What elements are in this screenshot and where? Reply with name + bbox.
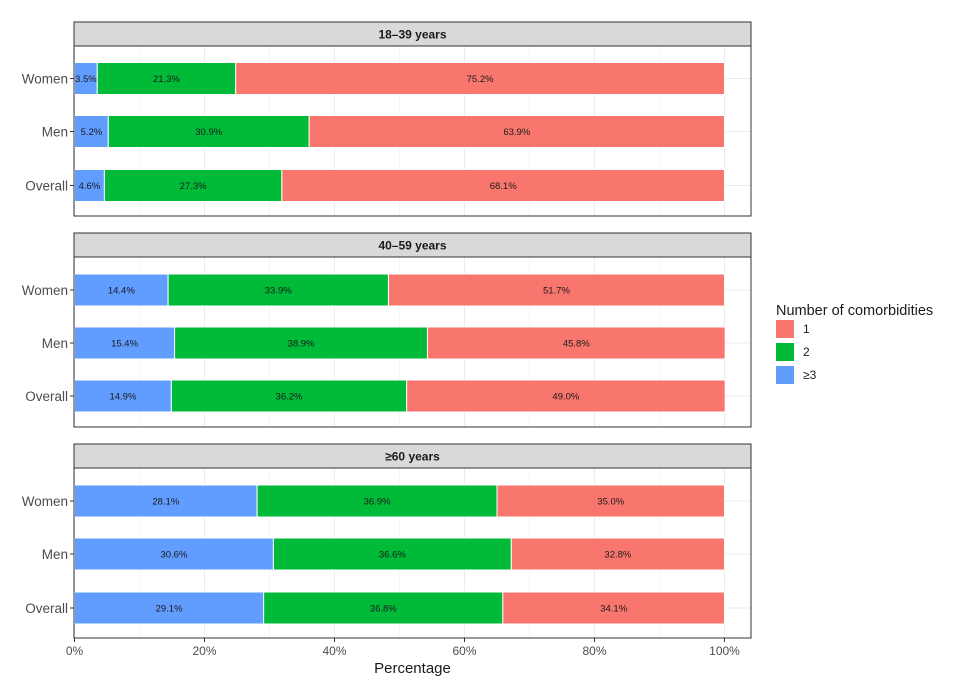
data-label: 29.1% bbox=[156, 604, 183, 615]
bar-segment bbox=[235, 62, 725, 95]
data-label: 51.7% bbox=[543, 286, 570, 297]
category-label: Women bbox=[22, 72, 68, 87]
category-label: Men bbox=[42, 547, 68, 562]
data-label: 30.9% bbox=[195, 127, 222, 138]
category-label: Overall bbox=[25, 601, 68, 616]
bar-segment bbox=[256, 484, 498, 518]
panel-2: 40–59 years 14.4% 33.9% 51.7% Women 15.4% 38.9… bbox=[22, 232, 752, 428]
bar-segment bbox=[96, 62, 237, 95]
data-label: 5.2% bbox=[81, 127, 103, 138]
data-label: 33.9% bbox=[265, 286, 292, 297]
data-label: 35.0% bbox=[597, 497, 624, 508]
bar-segment bbox=[74, 326, 176, 360]
category-label: Women bbox=[22, 283, 68, 298]
data-label: 45.8% bbox=[563, 339, 590, 350]
legend-label: 1 bbox=[803, 322, 810, 336]
data-label: 27.3% bbox=[180, 181, 207, 192]
legend: Number of comorbidities 1 2 ≥3 bbox=[776, 303, 933, 384]
data-label: 21.3% bbox=[153, 74, 180, 85]
category-label: Men bbox=[42, 336, 68, 351]
panel-3: ≥60 years 28.1% 36.9% 35.0% Women 30.6% 36.6% 3… bbox=[22, 443, 752, 639]
bar-segment bbox=[74, 115, 109, 148]
legend-swatch bbox=[776, 343, 794, 361]
data-label: 75.2% bbox=[467, 74, 494, 85]
category-label: Men bbox=[42, 125, 68, 140]
data-label: 36.9% bbox=[364, 497, 391, 508]
category-label: Women bbox=[22, 494, 68, 509]
bar-segment bbox=[426, 326, 726, 360]
bar-segment bbox=[107, 115, 310, 148]
data-label: 68.1% bbox=[490, 181, 517, 192]
x-tick-label: 40% bbox=[322, 644, 346, 658]
bar-segment bbox=[406, 379, 726, 413]
bar-segment bbox=[502, 591, 725, 625]
panel-strip bbox=[73, 21, 752, 47]
bar-segment bbox=[74, 537, 274, 571]
bar-segment bbox=[496, 484, 725, 518]
panel-title: 18–39 years bbox=[378, 28, 446, 42]
data-label: 14.9% bbox=[109, 392, 136, 403]
data-label: 15.4% bbox=[111, 339, 138, 350]
bar-segment bbox=[510, 537, 725, 571]
data-label: 38.9% bbox=[288, 339, 315, 350]
x-tick-label: 20% bbox=[192, 644, 216, 658]
bar-segment bbox=[74, 169, 105, 202]
x-axis-title: Percentage bbox=[374, 660, 451, 677]
category-label: Overall bbox=[25, 389, 68, 404]
panel-border bbox=[73, 256, 752, 428]
bar-segment bbox=[272, 537, 512, 571]
bar-segment bbox=[281, 169, 725, 202]
bar-segment bbox=[74, 379, 172, 413]
panel-1: 18–39 years 3.5% 21.3% 75.2% Women 5.2% 30.9% 6… bbox=[22, 21, 752, 217]
panel-strip bbox=[73, 232, 752, 258]
panel-title: ≥60 years bbox=[385, 450, 440, 464]
legend-title: Number of comorbidities bbox=[776, 303, 933, 319]
x-tick-label: 0% bbox=[66, 644, 84, 658]
data-label: 34.1% bbox=[600, 604, 627, 615]
data-label: 36.8% bbox=[370, 604, 397, 615]
legend-swatch bbox=[776, 320, 794, 338]
data-label: 49.0% bbox=[552, 392, 579, 403]
data-label: 30.6% bbox=[160, 550, 187, 561]
panel-border bbox=[73, 467, 752, 639]
bar-segment bbox=[174, 326, 428, 360]
bar-segment bbox=[308, 115, 725, 148]
bar-segment bbox=[170, 379, 408, 413]
data-label: 14.4% bbox=[108, 286, 135, 297]
legend-label: 2 bbox=[803, 345, 810, 359]
x-tick-label: 60% bbox=[452, 644, 476, 658]
bar-segment bbox=[103, 169, 283, 202]
data-label: 63.9% bbox=[503, 127, 530, 138]
x-tick-label: 80% bbox=[582, 644, 606, 658]
bar-segment bbox=[74, 273, 169, 307]
bar-segment bbox=[263, 591, 504, 625]
data-label: 4.6% bbox=[79, 181, 101, 192]
legend-label: ≥3 bbox=[803, 368, 817, 382]
data-label: 3.5% bbox=[75, 74, 97, 85]
panel-strip bbox=[73, 443, 752, 469]
data-label: 36.6% bbox=[379, 550, 406, 561]
bar-segment bbox=[387, 273, 725, 307]
category-label: Overall bbox=[25, 179, 68, 194]
data-label: 32.8% bbox=[604, 550, 631, 561]
data-label: 28.1% bbox=[152, 497, 179, 508]
bar-segment bbox=[74, 591, 265, 625]
x-tick-label: 100% bbox=[709, 644, 740, 658]
panel-title: 40–59 years bbox=[378, 239, 446, 253]
bar-segment bbox=[167, 273, 389, 307]
panel-border bbox=[73, 45, 752, 217]
legend-swatch bbox=[776, 366, 794, 384]
data-label: 36.2% bbox=[276, 392, 303, 403]
